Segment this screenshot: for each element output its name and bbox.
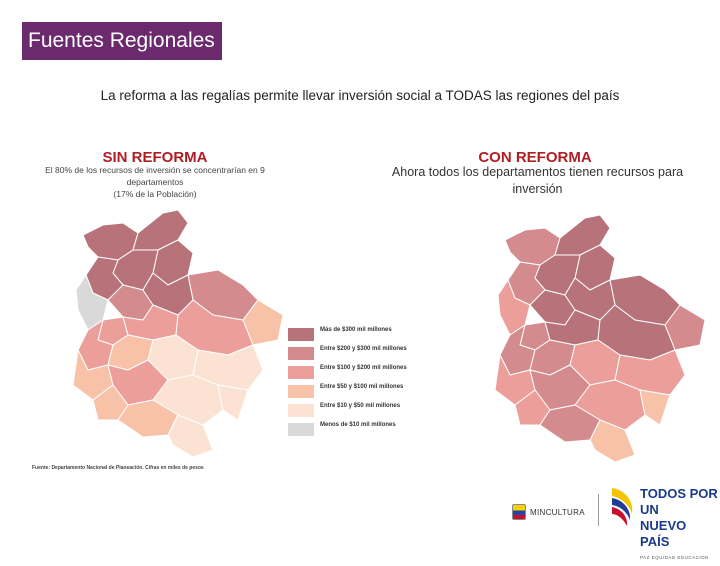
legend-swatch — [288, 385, 314, 398]
legend-item: Entre $50 y $100 mil millones — [288, 382, 408, 401]
legend-item: Entre $10 y $50 mil millones — [288, 401, 408, 420]
con-reforma-heading: CON REFORMA — [478, 149, 592, 166]
legend-label: Entre $100 y $200 mil millones — [320, 365, 407, 371]
note-line-1: El 80% de los recursos de inversión se c… — [45, 165, 265, 175]
legend-swatch — [288, 366, 314, 379]
note-line-3: (17% de la Población) — [113, 189, 197, 199]
sin-reforma-note: El 80% de los recursos de inversión se c… — [20, 164, 290, 200]
page-title: Fuentes Regionales — [22, 22, 222, 60]
todos-por-un-nuevo-pais-logo: TODOS POR UN NUEVO PAÍS PAZ EQUIDAD EDUC… — [606, 482, 718, 560]
legend-swatch — [288, 404, 314, 417]
mincultura-text: MINCULTURA — [530, 507, 585, 517]
legend-item: Más de $300 mil millones — [288, 325, 408, 344]
legend-label: Entre $50 y $100 mil millones — [320, 384, 404, 390]
subtitle: La reforma a las regalías permite llevar… — [100, 88, 620, 103]
gov-line-3: PAZ EQUIDAD EDUCACIÓN — [640, 555, 709, 560]
legend-item: Entre $200 y $300 mil millones — [288, 344, 408, 363]
map-legend: Más de $300 mil millones Entre $200 y $3… — [288, 325, 408, 439]
mincultura-logo: MINCULTURA — [512, 500, 585, 524]
map-con-reforma — [494, 214, 706, 463]
gov-line-1: TODOS POR UN — [640, 486, 718, 517]
legend-item: Menos de $10 mil millones — [288, 420, 408, 439]
legend-swatch — [288, 347, 314, 360]
gov-line-2: NUEVO PAÍS — [640, 518, 687, 549]
legend-label: Entre $200 y $300 mil millones — [320, 346, 407, 352]
legend-label: Menos de $10 mil millones — [320, 422, 396, 428]
legend-swatch — [288, 423, 314, 436]
legend-swatch — [288, 328, 314, 341]
flag-swoosh-icon — [612, 488, 633, 526]
note2-line-2: inversión — [512, 182, 563, 196]
con-reforma-note: Ahora todos los departamentos tienen rec… — [375, 164, 700, 198]
source-note: Fuente: Departamento Nacional de Planeac… — [32, 465, 204, 471]
legend-label: Entre $10 y $50 mil millones — [320, 403, 401, 409]
legend-label: Más de $300 mil millones — [320, 327, 392, 333]
coat-of-arms-icon — [512, 504, 526, 520]
sin-reforma-heading: SIN REFORMA — [102, 149, 208, 166]
note-line-2: departamentos — [126, 177, 184, 187]
note2-line-1: Ahora todos los departamentos tienen rec… — [391, 165, 684, 179]
logo-divider — [598, 494, 599, 526]
legend-item: Entre $100 y $200 mil millones — [288, 363, 408, 382]
gov-slogan: TODOS POR UN NUEVO PAÍS PAZ EQUIDAD EDUC… — [640, 486, 718, 566]
map-sin-reforma — [72, 209, 284, 458]
